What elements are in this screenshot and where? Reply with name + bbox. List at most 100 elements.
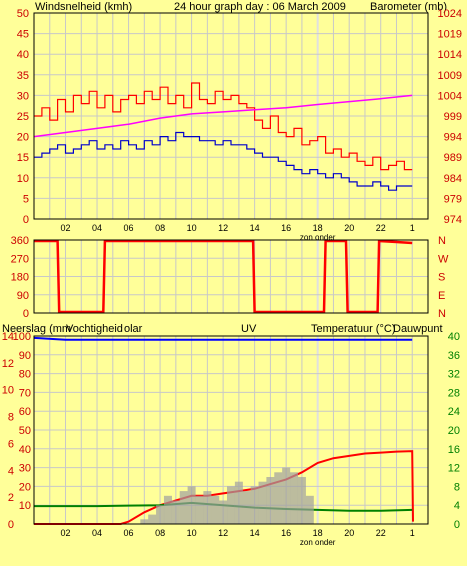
temperature-tick-label: 28 (448, 387, 460, 399)
temperature-tick-label: 40 (448, 331, 460, 343)
solar-bar (234, 481, 243, 524)
direction-tick-label: 90 (17, 290, 29, 302)
solar-bar (148, 514, 157, 524)
solar-bar (203, 491, 212, 524)
solar-bar (140, 519, 149, 524)
series-barometer-line (33, 94, 413, 138)
time-tick-label: 02 (61, 223, 71, 233)
barometer-tick-label: 1014 (438, 49, 462, 61)
uv-axis-title: UV (241, 323, 257, 335)
sunset-label: zon onder (300, 538, 336, 547)
temperature-tick-label: 20 (448, 425, 460, 437)
time-tick-label: 1 (410, 528, 415, 538)
direction-tick-label: 180 (11, 272, 29, 284)
sunset-label: zon onder (300, 233, 336, 242)
barometer-tick-label: 974 (444, 214, 462, 226)
compass-tick-label: E (438, 290, 445, 302)
humidity-tick-label: 80 (19, 369, 31, 381)
time-tick-label: 22 (376, 223, 386, 233)
series-wind-line (34, 82, 413, 171)
compass-tick-label: S (438, 272, 445, 284)
panel-rain-temp-frame (33, 335, 429, 525)
compass-tick-label: W (438, 253, 449, 265)
direction-tick-label: 360 (11, 235, 29, 247)
time-tick-label: 16 (281, 223, 291, 233)
compass-tick-label: N (438, 308, 446, 320)
series-gust-line (34, 131, 413, 191)
data-layer (33, 82, 414, 525)
rain-tick-label: 2 (8, 492, 14, 504)
direction-tick-label: 270 (11, 253, 29, 265)
rain-axis-title: Neerslag (mm (2, 323, 71, 335)
time-tick-label: 14 (250, 528, 260, 538)
temperature-tick-label: 8 (454, 481, 460, 493)
solar-bar (179, 491, 188, 524)
rain-tick-label: 8 (8, 412, 14, 424)
time-tick-label: 02 (61, 528, 71, 538)
temperature-tick-label: 32 (448, 369, 460, 381)
temperature-axis-title: Temperatuur (°C) (311, 323, 395, 335)
solar-bar (171, 500, 180, 524)
rain-tick-label: 10 (2, 385, 14, 397)
panel-wind-frame (33, 12, 429, 220)
time-tick-label: 22 (376, 528, 386, 538)
time-tick-label: 20 (344, 223, 354, 233)
wind-tick-label: 5 (23, 193, 29, 205)
series-direction-line (34, 239, 413, 314)
temperature-tick-label: 24 (448, 406, 460, 418)
rain-tick-label: 6 (8, 438, 14, 450)
wind-tick-label: 0 (23, 214, 29, 226)
solar-bar (195, 495, 204, 524)
barometer-axis-title: Barometer (mb) (370, 1, 447, 13)
wind-tick-label: 20 (17, 132, 29, 144)
humidity-tick-label: 30 (19, 463, 31, 475)
barometer-tick-label: 1009 (438, 70, 462, 82)
rain-tick-label: 0 (8, 519, 14, 531)
time-tick-label: 10 (187, 223, 197, 233)
dewpoint-axis-title: Dauwpunt (393, 323, 443, 335)
time-tick-label: 06 (124, 223, 134, 233)
solar-bar (258, 481, 267, 524)
barometer-tick-label: 999 (444, 111, 462, 123)
wind-tick-label: 15 (17, 152, 29, 164)
humidity-axis-title: Vochtigheid (66, 323, 123, 335)
wind-tick-label: 30 (17, 90, 29, 102)
humidity-tick-label: 50 (19, 425, 31, 437)
rain-tick-label: 4 (8, 465, 14, 477)
wind-tick-label: 10 (17, 173, 29, 185)
solar-axis-title: olar (124, 323, 143, 335)
label-layer: Windsnelheid (kmh) 24 hour graph day : 0… (2, 1, 462, 547)
time-tick-label: 10 (187, 528, 197, 538)
temperature-tick-label: 12 (448, 463, 460, 475)
solar-bar (297, 477, 306, 524)
time-tick-label: 14 (250, 223, 260, 233)
solar-bar (163, 495, 172, 524)
wind-axis-title: Windsnelheid (kmh) (35, 1, 132, 13)
compass-tick-label: N (438, 235, 446, 247)
solar-bar (211, 495, 220, 524)
time-tick-label: 04 (92, 528, 102, 538)
solar-bar (187, 486, 196, 524)
solar-bar (250, 486, 259, 524)
barometer-tick-label: 994 (444, 132, 462, 144)
wind-tick-label: 50 (17, 8, 29, 20)
time-tick-label: 16 (281, 528, 291, 538)
wind-tick-label: 40 (17, 49, 29, 61)
solar-bar (290, 472, 299, 524)
rain-tick-label: 12 (2, 358, 14, 370)
temperature-tick-label: 0 (454, 519, 460, 531)
time-tick-label: 12 (218, 223, 228, 233)
frame-layer (33, 12, 429, 525)
panel-direction-frame (33, 239, 429, 314)
solar-bar (274, 472, 283, 524)
time-tick-label: 04 (92, 223, 102, 233)
solar-bar (282, 467, 291, 524)
time-tick-label: 1 (410, 223, 415, 233)
time-tick-label: 12 (218, 528, 228, 538)
wind-tick-label: 25 (17, 111, 29, 123)
time-tick-label: 18 (313, 223, 323, 233)
time-tick-label: 08 (155, 223, 165, 233)
time-tick-label: 18 (313, 528, 323, 538)
